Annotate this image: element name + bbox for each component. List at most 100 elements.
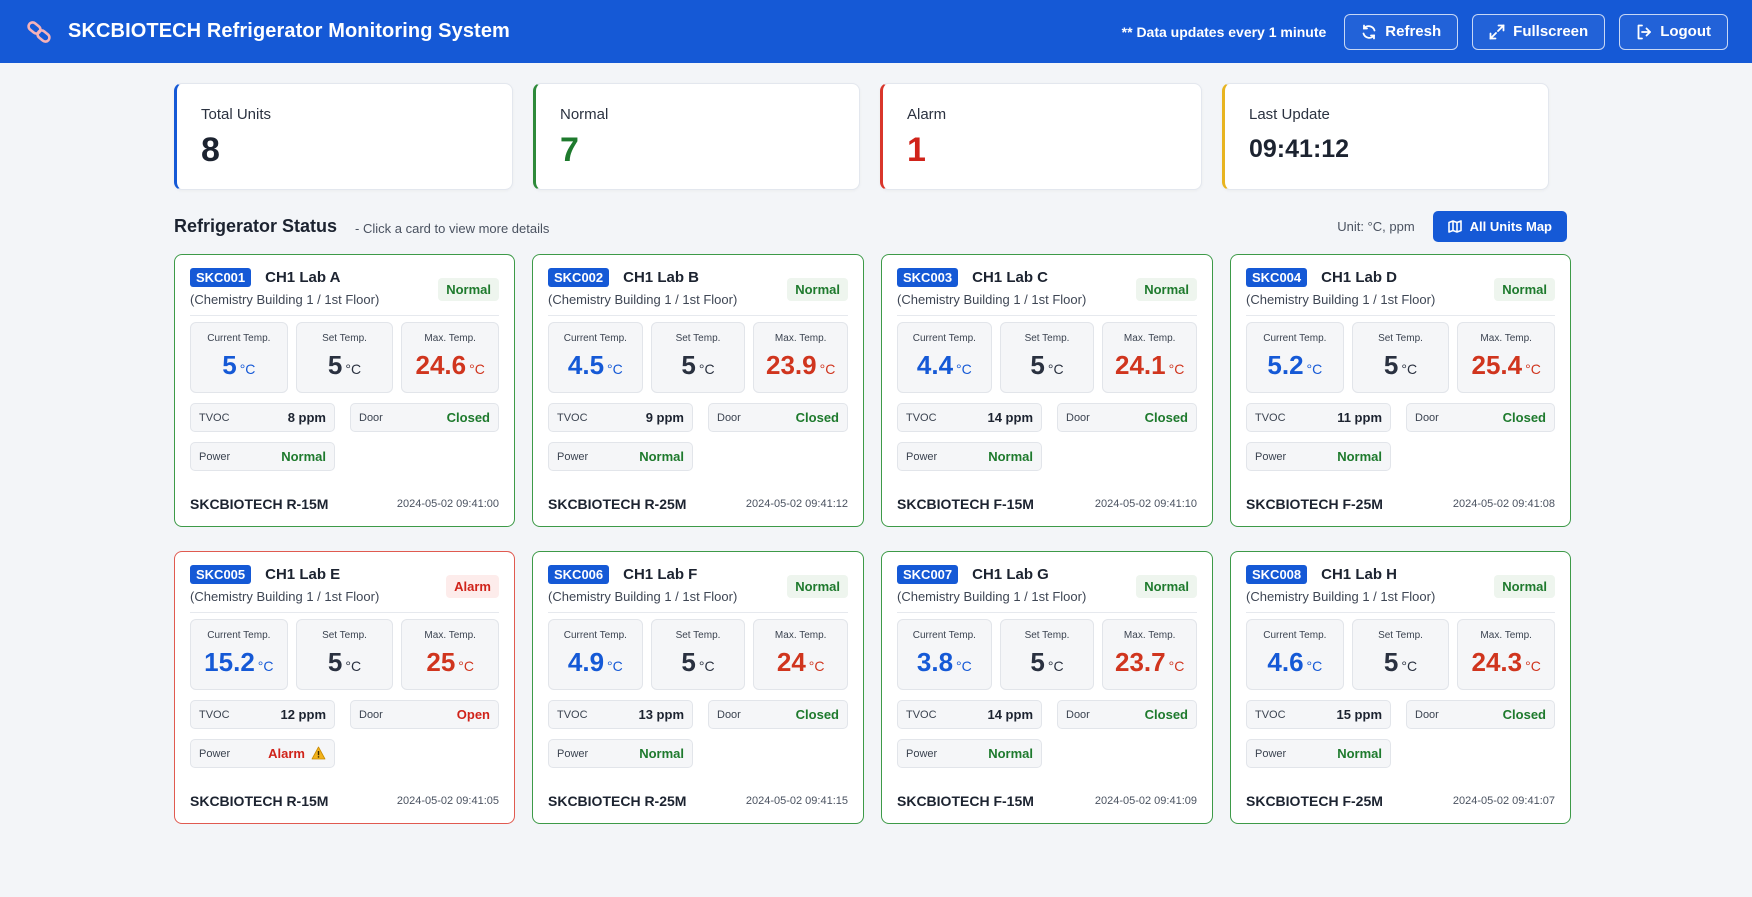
normal-units-label: Normal xyxy=(560,106,609,123)
door-label: Door xyxy=(1066,411,1090,424)
power-value: Normal xyxy=(988,449,1033,464)
set-temp-label: Set Temp. xyxy=(1024,630,1070,641)
power-label: Power xyxy=(557,450,589,463)
refrigerator-card-skc006[interactable]: SKC006 CH1 Lab F Normal (Chemistry Build… xyxy=(532,551,864,824)
section-title: Refrigerator Status xyxy=(174,215,338,236)
max-temp-value: 23.7 xyxy=(1115,647,1166,677)
current-temp-box: Current Temp. 15.2 °C xyxy=(190,619,288,690)
door-box: Door Closed xyxy=(1057,403,1197,432)
status-badge: Normal xyxy=(1136,278,1197,301)
power-value: Normal xyxy=(988,746,1033,761)
power-box: Power Normal xyxy=(897,442,1042,471)
unit-model: SKCBIOTECH F-15M xyxy=(897,793,1034,809)
power-label: Power xyxy=(906,450,938,463)
max-temp-value: 24 xyxy=(776,647,806,677)
door-box: Door Closed xyxy=(708,403,848,432)
total-units-value: 8 xyxy=(201,131,220,169)
set-temp-label: Set Temp. xyxy=(1378,333,1423,344)
tvoc-value: 11 ppm xyxy=(1337,410,1382,425)
current-temp-label: Current Temp. xyxy=(563,630,627,641)
degree-unit: °C xyxy=(607,658,623,674)
degree-unit: °C xyxy=(257,658,274,674)
map-icon xyxy=(1447,219,1462,233)
max-temp-box: Max. Temp. 23.7 °C xyxy=(1102,619,1198,690)
refrigerator-card-skc002[interactable]: SKC002 CH1 Lab B Normal (Chemistry Build… xyxy=(532,254,864,527)
refresh-label: Refresh xyxy=(1385,23,1442,40)
unit-model: SKCBIOTECH R-15M xyxy=(190,793,329,809)
set-temp-box: Set Temp. 5 °C xyxy=(999,619,1095,690)
door-value: Closed xyxy=(446,410,490,425)
unit-location: (Chemistry Building 1 / 1st Floor) xyxy=(548,589,848,613)
door-value: Closed xyxy=(1144,707,1188,722)
current-temp-box: Current Temp. 4.9 °C xyxy=(548,619,643,690)
max-temp-box: Max. Temp. 25 °C xyxy=(401,619,500,690)
refrigerator-grid: SKC001 CH1 Lab A Normal (Chemistry Build… xyxy=(174,254,1571,824)
tvoc-box: TVOC 14 ppm xyxy=(897,403,1042,432)
unit-model: SKCBIOTECH R-15M xyxy=(190,496,329,512)
power-box: Power Normal xyxy=(190,442,335,471)
tvoc-label: TVOC xyxy=(199,708,230,721)
power-value: Normal xyxy=(639,746,684,761)
degree-unit: °C xyxy=(607,361,623,377)
refrigerator-card-skc007[interactable]: SKC007 CH1 Lab G Normal (Chemistry Build… xyxy=(881,551,1213,824)
door-box: Door Closed xyxy=(1406,403,1555,432)
total-units-label: Total Units xyxy=(201,106,272,123)
all-units-map-button[interactable]: All Units Map xyxy=(1432,210,1567,242)
degree-unit: °C xyxy=(819,361,836,377)
current-temp-box: Current Temp. 4.4 °C xyxy=(897,322,992,393)
status-badge: Normal xyxy=(787,575,848,598)
logout-button[interactable]: Logout xyxy=(1619,13,1728,50)
tvoc-box: TVOC 11 ppm xyxy=(1246,403,1391,432)
set-temp-value: 5 xyxy=(327,350,343,380)
tvoc-label: TVOC xyxy=(906,411,937,424)
tvoc-box: TVOC 8 ppm xyxy=(190,403,335,432)
logout-icon xyxy=(1637,24,1652,39)
set-temp-label: Set Temp. xyxy=(322,630,367,641)
degree-unit: °C xyxy=(458,658,474,674)
unit-timestamp: 2024-05-02 09:41:05 xyxy=(396,795,499,807)
refresh-button[interactable]: Refresh xyxy=(1344,13,1459,50)
max-temp-value: 25 xyxy=(426,647,456,677)
tvoc-box: TVOC 12 ppm xyxy=(190,700,335,729)
unit-name: CH1 Lab F xyxy=(623,566,698,583)
set-temp-value: 5 xyxy=(681,350,696,380)
current-temp-value: 15.2 xyxy=(204,647,255,677)
expand-icon xyxy=(1489,24,1505,39)
set-temp-box: Set Temp. 5 °C xyxy=(999,322,1095,393)
unit-timestamp: 2024-05-02 09:41:08 xyxy=(1452,498,1555,510)
section-hint: - Click a card to view more details xyxy=(355,220,550,236)
power-value: Normal xyxy=(639,449,684,464)
tvoc-value: 9 ppm xyxy=(645,410,684,425)
current-temp-box: Current Temp. 3.8 °C xyxy=(897,619,992,690)
door-value: Closed xyxy=(795,410,839,425)
max-temp-box: Max. Temp. 24.6 °C xyxy=(401,322,500,393)
set-temp-box: Set Temp. 5 °C xyxy=(1351,619,1450,690)
refrigerator-card-skc005[interactable]: SKC005 CH1 Lab E Alarm (Chemistry Buildi… xyxy=(174,551,515,824)
current-temp-label: Current Temp. xyxy=(912,333,976,344)
tvoc-box: TVOC 9 ppm xyxy=(548,403,693,432)
max-temp-box: Max. Temp. 25.4 °C xyxy=(1457,322,1556,393)
fullscreen-button[interactable]: Fullscreen xyxy=(1472,13,1606,50)
unit-location: (Chemistry Building 1 / 1st Floor) xyxy=(190,589,499,613)
alarm-units-value: 1 xyxy=(907,131,926,169)
refrigerator-card-skc004[interactable]: SKC004 CH1 Lab D Normal (Chemistry Build… xyxy=(1230,254,1571,527)
status-badge: Normal xyxy=(438,278,499,301)
refrigerator-card-skc003[interactable]: SKC003 CH1 Lab C Normal (Chemistry Build… xyxy=(881,254,1213,527)
current-temp-box: Current Temp. 4.6 °C xyxy=(1246,619,1344,690)
refrigerator-card-skc001[interactable]: SKC001 CH1 Lab A Normal (Chemistry Build… xyxy=(174,254,515,527)
tvoc-box: TVOC 14 ppm xyxy=(897,700,1042,729)
update-note: ** Data updates every 1 minute xyxy=(1121,23,1327,40)
current-temp-value: 4.4 xyxy=(916,350,954,380)
power-box: Power Normal xyxy=(1246,442,1391,471)
unit-location: (Chemistry Building 1 / 1st Floor) xyxy=(897,292,1197,316)
degree-unit: °C xyxy=(239,361,256,377)
set-temp-label: Set Temp. xyxy=(675,333,721,344)
refrigerator-card-skc008[interactable]: SKC008 CH1 Lab H Normal (Chemistry Build… xyxy=(1230,551,1571,824)
max-temp-value: 23.9 xyxy=(766,350,817,380)
tvoc-box: TVOC 13 ppm xyxy=(548,700,693,729)
unit-id-badge: SKC004 xyxy=(1246,268,1308,287)
current-temp-value: 4.6 xyxy=(1267,647,1304,677)
status-badge: Normal xyxy=(1494,278,1555,301)
max-temp-label: Max. Temp. xyxy=(424,630,476,641)
set-temp-box: Set Temp. 5 °C xyxy=(650,619,746,690)
